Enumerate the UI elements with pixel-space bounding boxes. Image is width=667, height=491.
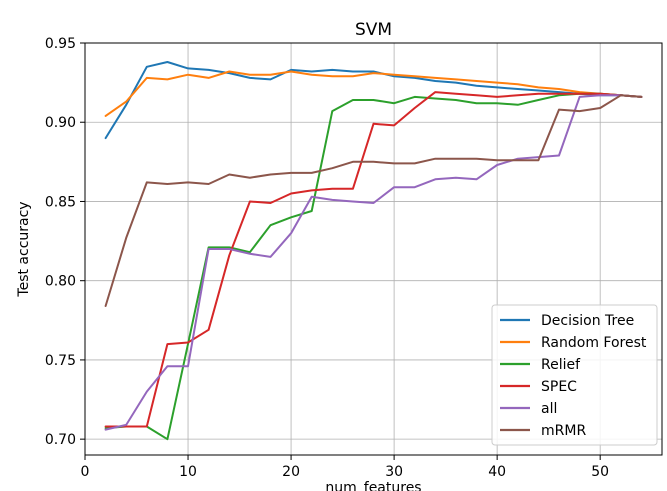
x-tick-label: 40 (488, 464, 506, 480)
y-tick-label: 0.85 (45, 194, 76, 210)
x-tick-label: 10 (179, 464, 197, 480)
axis-ticks: 0 10 20 30 40 50 0.70 0.75 0.80 0.85 0.90 0.95 (45, 36, 609, 480)
legend-label: SPEC (541, 379, 577, 395)
legend-label: Random Forest (541, 335, 647, 351)
series-line-all (104, 94, 643, 431)
y-tick-label: 0.70 (45, 432, 76, 448)
series-line-random-forest (104, 70, 643, 117)
legend: Decision Tree Random Forest Relief SPEC all m… (491, 304, 658, 446)
y-tick-label: 0.80 (45, 274, 76, 290)
x-tick-label: 20 (282, 464, 300, 480)
x-tick-label: 0 (81, 464, 90, 480)
chart-title: SVM (355, 20, 392, 40)
x-tick-label: 50 (591, 464, 609, 480)
series-line-relief (104, 92, 643, 441)
grid (84, 42, 662, 455)
series-lines (104, 61, 643, 441)
plot-frame (84, 42, 663, 456)
legend-label: Decision Tree (541, 313, 634, 329)
legend-label: all (541, 401, 557, 417)
legend-box (491, 304, 658, 446)
y-tick-label: 0.75 (45, 353, 76, 369)
x-tick-label: 30 (385, 464, 403, 480)
series-line-spec (104, 91, 643, 428)
legend-label: Relief (541, 357, 581, 373)
y-axis-title: Test accuracy (16, 201, 32, 297)
y-tick-label: 0.90 (45, 115, 76, 131)
series-line-mrmr (104, 94, 643, 307)
legend-label: mRMR (541, 423, 586, 439)
series-line-decision-tree (104, 61, 643, 140)
y-tick-label: 0.95 (45, 36, 76, 52)
x-axis-title: num_features (325, 480, 421, 491)
